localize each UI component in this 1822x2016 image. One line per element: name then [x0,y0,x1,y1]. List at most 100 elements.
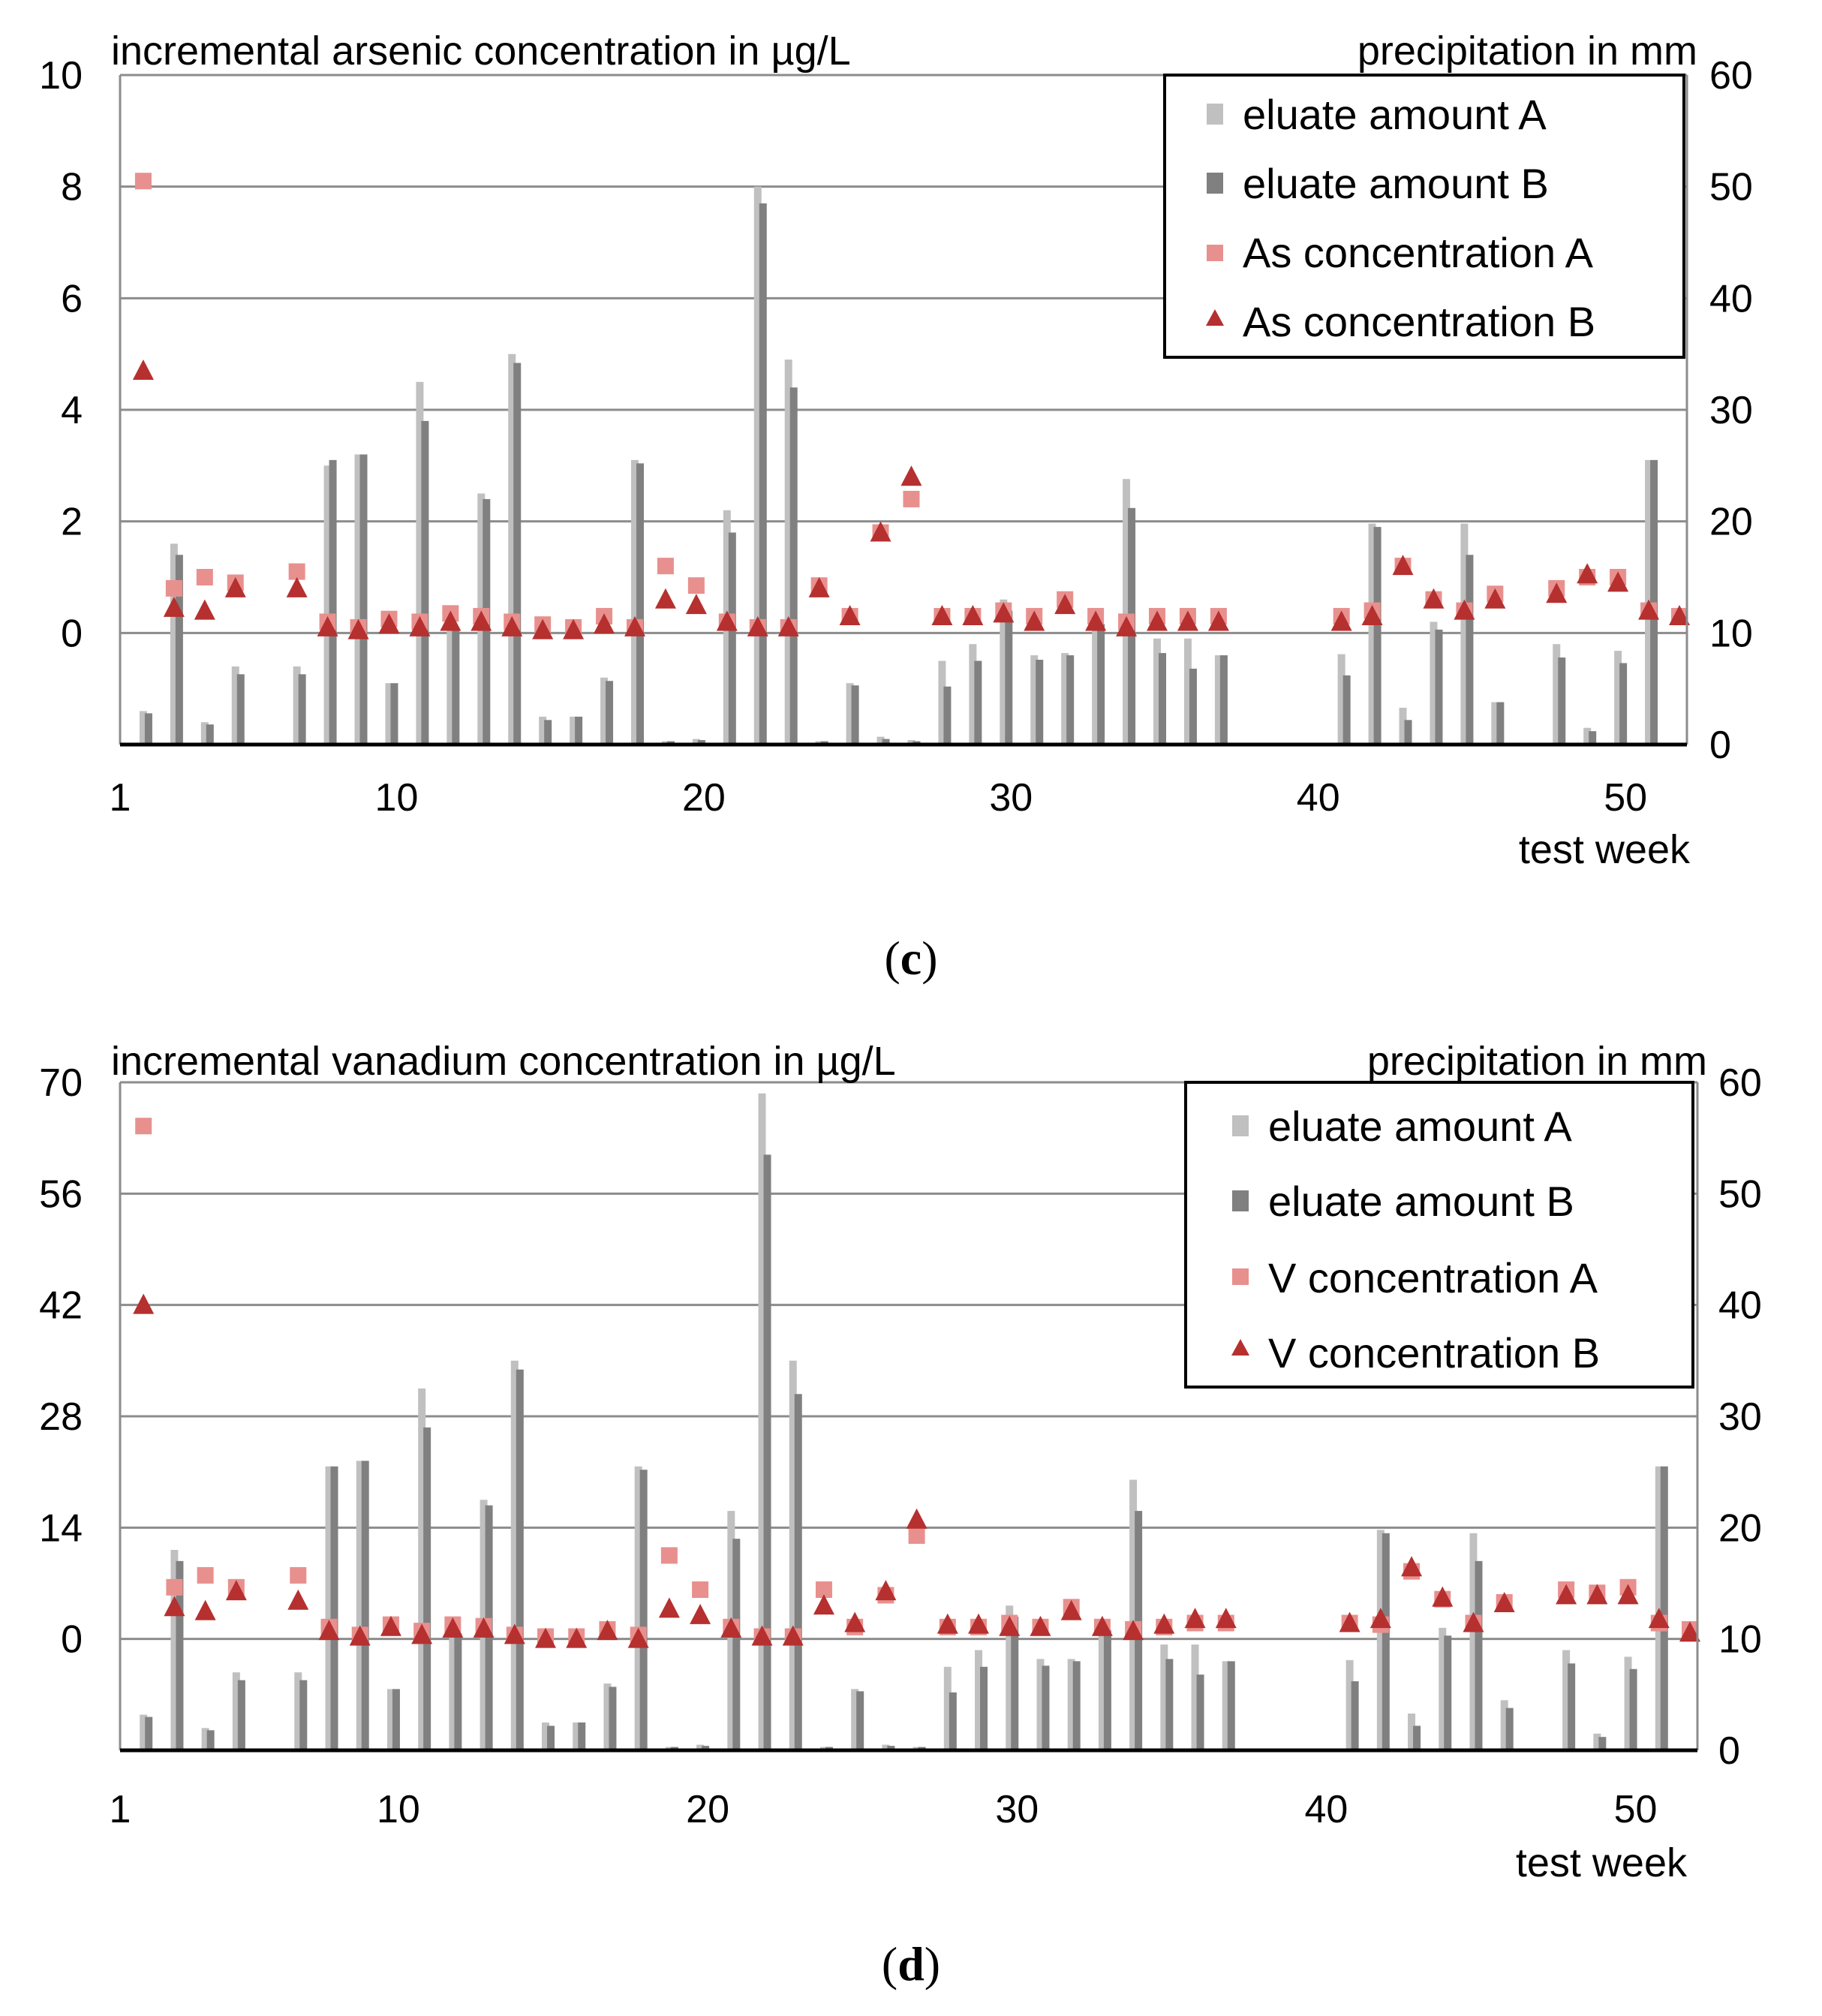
marker-concentration-b [1617,1584,1639,1605]
bar-eluate-a [354,454,362,745]
marker-concentration-b [870,521,891,542]
bar-eluate-b [1404,720,1412,745]
legend-swatch-eluate-b [1207,173,1223,194]
bar-eluate-a [1036,1659,1045,1750]
marker-concentration-b [164,1596,185,1617]
legend-swatch-concentration-b [1231,1339,1249,1356]
bar-eluate-b [1159,653,1166,745]
legend-box [1184,1081,1694,1389]
bar-eluate-a [356,1461,364,1750]
bar-eluate-a [1129,1479,1138,1750]
legend-swatch-concentration-b [1206,309,1224,326]
marker-concentration-b [962,605,984,626]
bar-eluate-a [170,1550,179,1750]
bar-eluate-b [206,1730,215,1750]
marker-concentration-b [1030,1615,1051,1636]
bar-eluate-a [1067,1659,1075,1750]
x-tick-label: 1 [110,1788,131,1831]
x-tick-label: 20 [686,1788,729,1831]
bar-eluate-a [1430,621,1438,745]
bar-eluate-a [1214,655,1222,745]
marker-concentration-b [658,1597,680,1618]
bar-eluate-b [609,1687,617,1750]
marker-concentration-b [225,1580,247,1601]
marker-concentration-b [1361,605,1383,626]
marker-concentration-b [473,1617,495,1638]
marker-concentration-b [1577,563,1598,584]
legend-box [1163,74,1685,359]
legend: eluate amount A eluate amount B As conce… [1163,74,1685,359]
right-tick-label: 40 [1718,1284,1762,1328]
markers-concentration-b [132,359,1690,639]
marker-concentration-b [1607,571,1629,592]
bar-eluate-a [385,683,393,745]
bar-eluate-a [539,716,547,745]
bar-eluate-a [1500,1700,1508,1750]
bar-eluate-b [578,1722,586,1750]
bar-eluate-a [323,465,332,745]
bar-eluate-a [1583,727,1592,745]
marker-concentration-b [133,1293,155,1314]
marker-concentration-b [747,615,768,636]
marker-concentration-b [1330,610,1352,631]
marker-concentration-b [1454,599,1475,620]
right-tick-label: 60 [1709,54,1753,98]
bar-eluate-b [1036,660,1044,745]
right-tick-label: 10 [1718,1618,1762,1662]
bar-eluate-a [416,381,424,745]
marker-concentration-b [900,465,922,486]
marker-concentration-b [1091,1615,1113,1636]
bar-eluate-b [1589,731,1597,745]
marker-concentration-b [1484,588,1506,609]
bar-eluate-a [1123,479,1131,745]
bar-eluate-a [1092,621,1100,745]
marker-concentration-b [566,1627,588,1648]
marker-concentration-b [1546,582,1568,603]
gridlines [120,74,1687,634]
bar-eluate-a [418,1388,426,1750]
bar-eluate-a [139,711,147,745]
bar-eluate-a [1006,1605,1014,1750]
bar-eluate-b [361,1461,369,1750]
panel-label-d-letter: d [897,1937,925,1990]
marker-concentration-b [1638,599,1660,620]
marker-concentration-b [1423,588,1445,609]
bar-eluate-a [1368,523,1376,745]
bar-eluate-b [330,1466,338,1750]
bar-eluate-b [856,1691,864,1750]
bar-eluate-b [452,627,460,745]
marker-concentration-b [347,618,369,639]
marker-concentration-a [908,1527,925,1544]
legend-swatch-concentration-a [1232,1268,1249,1285]
left-tick-label: 2 [61,501,83,544]
marker-concentration-b [931,605,953,626]
marker-concentration-b [813,1594,834,1615]
right-tick-label: 20 [1718,1506,1762,1550]
bar-eluate-b [789,387,798,745]
x-tick-label: 1 [110,776,131,820]
bar-eluate-a [1439,1627,1447,1750]
marker-concentration-b [1392,555,1414,576]
marker-concentration-b [317,615,338,636]
marker-concentration-b [535,1627,557,1648]
legend-swatch-concentration-a [1207,245,1223,261]
marker-concentration-b [968,1613,990,1634]
bar-eluate-a [1562,1650,1571,1750]
axes [119,75,1688,747]
marker-concentration-a [692,1581,709,1598]
marker-concentration-b [993,602,1015,623]
bar-eluate-a [1191,1644,1199,1750]
bar-eluate-a [1469,1533,1478,1750]
bar-eluate-a [1061,653,1069,745]
bar-eluate-a [631,459,639,745]
bar-eluate-a [943,1666,952,1750]
marker-concentration-b [1085,610,1107,631]
bar-eluate-b [516,1369,524,1750]
marker-concentration-a [903,490,920,507]
left-tick-label: 10 [39,54,83,98]
bar-eluate-b [1505,1708,1514,1750]
left-tick-labels: 0 2 4 6 8 10 [39,54,83,655]
marker-concentration-b [782,1625,804,1646]
bar-eluate-a [603,1684,612,1750]
marker-concentration-b [132,359,154,380]
